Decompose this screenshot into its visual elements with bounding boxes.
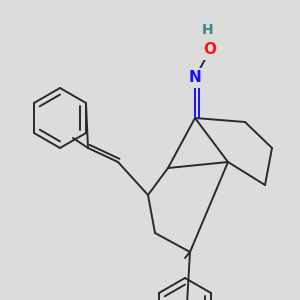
Text: N: N <box>189 70 201 86</box>
Text: H: H <box>202 23 214 37</box>
Text: O: O <box>203 43 217 58</box>
